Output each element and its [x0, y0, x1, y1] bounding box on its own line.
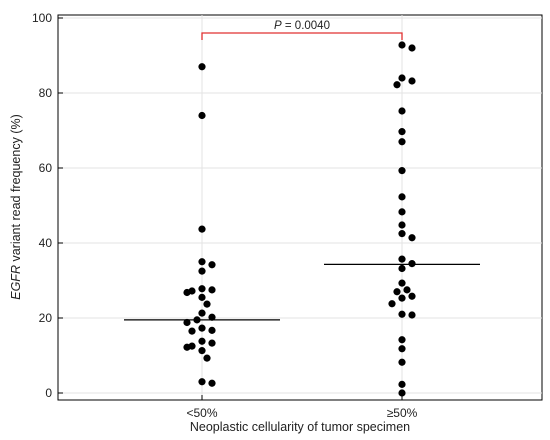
data-point-1-25: [398, 336, 406, 344]
data-point-1-17: [398, 279, 406, 287]
data-point-1-12: [398, 230, 406, 238]
y-tick-label-4: 80: [39, 86, 53, 100]
x-axis-ticks: <50% ≥50%: [186, 395, 418, 420]
y-tick-label-2: 40: [39, 236, 53, 250]
grid-lines: [58, 15, 542, 400]
data-point-0-25: [198, 378, 206, 386]
data-point-0-4: [208, 261, 216, 269]
data-point-1-8: [398, 167, 406, 175]
data-point-1-24: [408, 311, 416, 319]
y-tick-label-5: 100: [32, 11, 52, 25]
data-point-0-7: [208, 286, 216, 294]
data-point-0-0: [198, 63, 206, 71]
data-point-1-15: [408, 260, 416, 268]
data-point-0-14: [193, 316, 201, 324]
plot-area: [57, 14, 543, 401]
data-point-1-10: [398, 208, 406, 216]
y-axis-title: EGFR variant read frequency (%): [9, 114, 23, 300]
x-tick-label-0: <50%: [186, 406, 217, 420]
data-point-1-4: [393, 81, 401, 89]
data-point-1-0: [398, 41, 406, 49]
data-point-1-1: [408, 44, 416, 52]
data-point-1-3: [408, 77, 416, 85]
data-point-0-24: [203, 354, 211, 362]
data-point-0-6: [198, 285, 206, 293]
y-axis-title-italic: EGFR: [9, 265, 23, 300]
data-point-1-19: [393, 288, 401, 296]
data-point-0-11: [203, 300, 211, 308]
data-point-0-3: [198, 258, 206, 266]
data-point-1-5: [398, 107, 406, 115]
data-point-0-22: [183, 343, 191, 351]
data-point-1-6: [398, 128, 406, 136]
data-point-0-15: [183, 318, 191, 327]
data-point-1-11: [398, 221, 406, 229]
data-point-1-7: [398, 138, 406, 146]
y-tick-label-1: 20: [39, 311, 53, 325]
data-point-0-18: [188, 327, 196, 335]
y-tick-label-0: 0: [45, 386, 52, 400]
data-point-0-23: [198, 347, 206, 355]
data-point-1-14: [398, 255, 406, 263]
data-point-1-27: [398, 358, 406, 366]
y-axis-ticks: 0 20 40 60 80 100: [32, 11, 63, 400]
data-point-0-10: [198, 293, 206, 301]
median-lines: [124, 263, 480, 321]
data-point-0-9: [183, 288, 191, 297]
significance-bracket: [201, 32, 403, 40]
y-axis-title-rest: variant read frequency (%): [9, 114, 23, 265]
data-point-0-16: [198, 324, 206, 332]
data-point-1-2: [398, 74, 406, 82]
data-point-1-18: [403, 286, 411, 294]
x-axis-title: Neoplastic cellularity of tumor specimen: [190, 420, 410, 434]
x-tick-label-1: ≥50%: [387, 406, 418, 420]
data-point-1-20: [408, 292, 416, 300]
data-point-1-26: [398, 345, 406, 353]
data-point-1-23: [398, 310, 406, 318]
data-point-1-9: [398, 193, 406, 201]
data-point-1-29: [398, 389, 406, 397]
significance-annotation: P = 0.0040: [201, 20, 403, 40]
data-point-0-20: [208, 339, 216, 347]
data-point-0-19: [198, 337, 206, 345]
data-point-0-5: [198, 267, 206, 275]
p-value-label: P = 0.0040: [274, 20, 330, 32]
data-points: [183, 41, 416, 397]
data-point-1-22: [388, 300, 396, 308]
p-value: = 0.0040: [282, 20, 330, 32]
data-point-0-26: [208, 379, 216, 387]
data-point-1-13: [408, 234, 416, 242]
data-point-1-16: [398, 264, 406, 273]
data-point-1-28: [398, 380, 406, 388]
data-point-0-17: [208, 326, 216, 334]
p-symbol: P: [274, 20, 282, 32]
data-point-0-1: [198, 111, 206, 120]
y-tick-label-3: 60: [39, 161, 53, 175]
data-point-1-21: [398, 294, 406, 302]
data-point-0-12: [198, 309, 206, 317]
data-point-0-2: [198, 225, 206, 233]
data-point-0-13: [208, 313, 216, 321]
